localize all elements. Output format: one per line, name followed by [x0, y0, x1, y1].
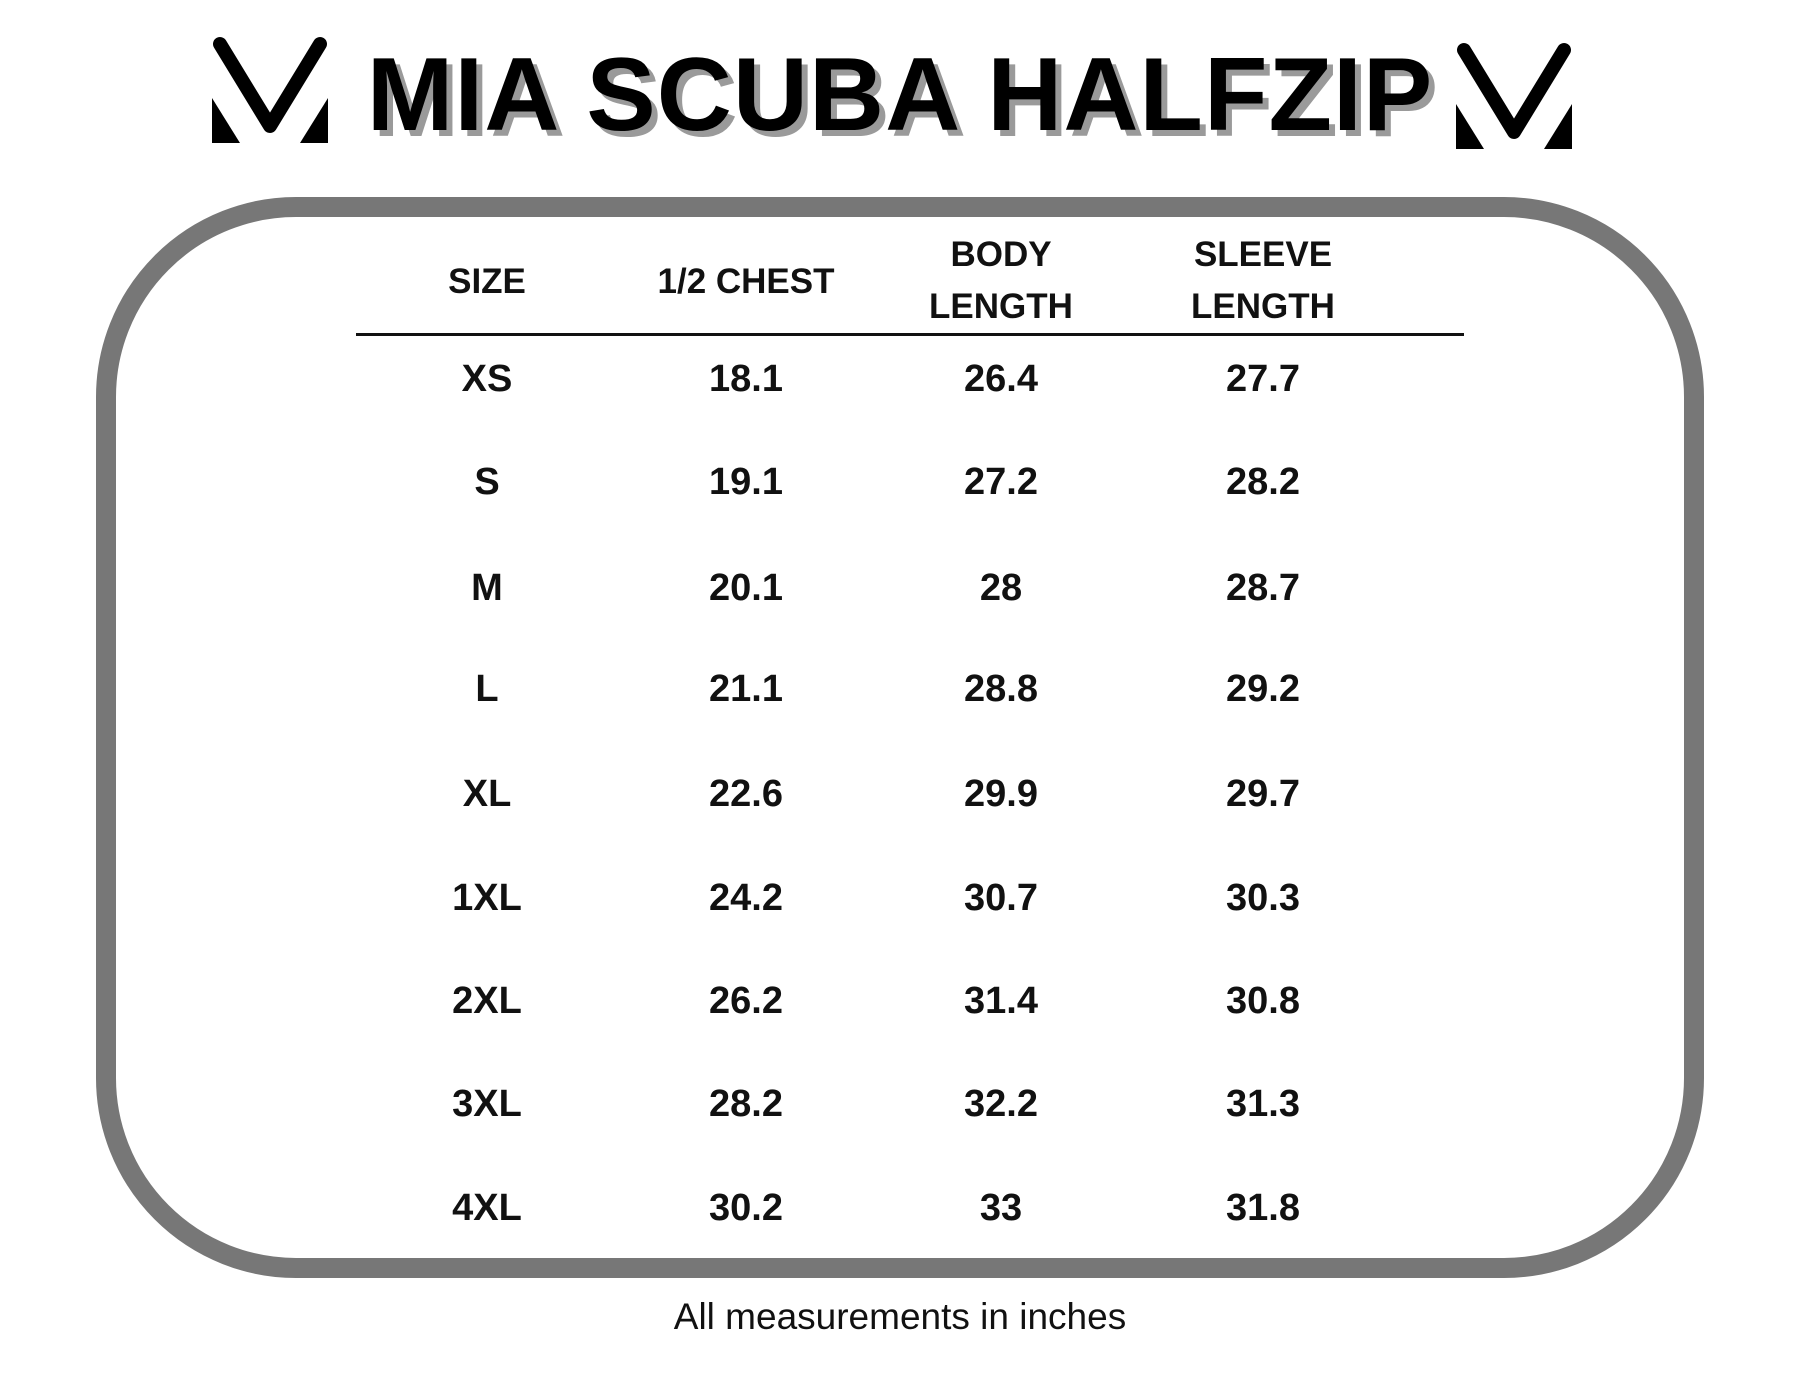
cell-body-length: 26.4: [964, 358, 1038, 400]
header-line: LENGTH: [1191, 287, 1335, 326]
column-header-size: SIZE: [448, 262, 526, 301]
cell-sleeve-length: 31.8: [1226, 1187, 1300, 1229]
cell-sleeve-length: 28.7: [1226, 567, 1300, 609]
column-header-sleeve-length: SLEEVE LENGTH: [1133, 229, 1393, 333]
cell-size: 2XL: [452, 980, 522, 1022]
cell-body-length: 28: [979, 567, 1023, 609]
cell-half-chest: 21.1: [709, 668, 783, 710]
cell-sleeve-length: 29.2: [1226, 668, 1300, 710]
cell-size: 4XL: [452, 1187, 522, 1229]
cell-size: S: [474, 461, 500, 503]
cell-half-chest: 22.6: [709, 773, 783, 815]
cell-size: 3XL: [452, 1083, 522, 1125]
cell-size: 1XL: [452, 877, 522, 919]
cell-body-length: 29.9: [964, 773, 1038, 815]
cell-sleeve-length: 29.7: [1226, 773, 1300, 815]
footer-note: All measurements in inches: [673, 1296, 1127, 1337]
cell-body-length: 30.7: [964, 877, 1038, 919]
cell-size: L: [475, 668, 499, 710]
cell-body-length: 27.2: [964, 461, 1038, 503]
cell-body-length: 31.4: [964, 980, 1038, 1022]
cell-body-length: 33: [979, 1187, 1023, 1229]
cell-half-chest: 24.2: [709, 877, 783, 919]
cell-size: M: [471, 567, 503, 609]
cell-half-chest: 20.1: [709, 567, 783, 609]
cell-sleeve-length: 30.8: [1226, 980, 1300, 1022]
column-header-half-chest: 1/2 CHEST: [657, 262, 835, 301]
cell-sleeve-length: 28.2: [1226, 461, 1300, 503]
header-line: SLEEVE: [1193, 235, 1333, 274]
cell-sleeve-length: 31.3: [1226, 1083, 1300, 1125]
cell-sleeve-length: 27.7: [1226, 358, 1300, 400]
cell-half-chest: 30.2: [709, 1187, 783, 1229]
column-header-body-length: BODY LENGTH: [871, 229, 1131, 333]
cell-half-chest: 18.1: [709, 358, 783, 400]
brand-logo-icon: [1456, 43, 1572, 149]
cell-size: XS: [461, 358, 513, 400]
cell-body-length: 28.8: [964, 668, 1038, 710]
header-line: LENGTH: [929, 287, 1073, 326]
cell-half-chest: 26.2: [709, 980, 783, 1022]
page-title: MIA SCUBA HALFZIP: [366, 37, 1434, 153]
header-divider: [356, 333, 1464, 336]
header-line: BODY: [950, 235, 1052, 274]
cell-body-length: 32.2: [964, 1083, 1038, 1125]
brand-logo-icon: [212, 37, 328, 143]
cell-half-chest: 19.1: [709, 461, 783, 503]
cell-sleeve-length: 30.3: [1226, 877, 1300, 919]
size-chart-frame: [96, 197, 1704, 1278]
cell-half-chest: 28.2: [709, 1083, 783, 1125]
cell-size: XL: [462, 773, 512, 815]
